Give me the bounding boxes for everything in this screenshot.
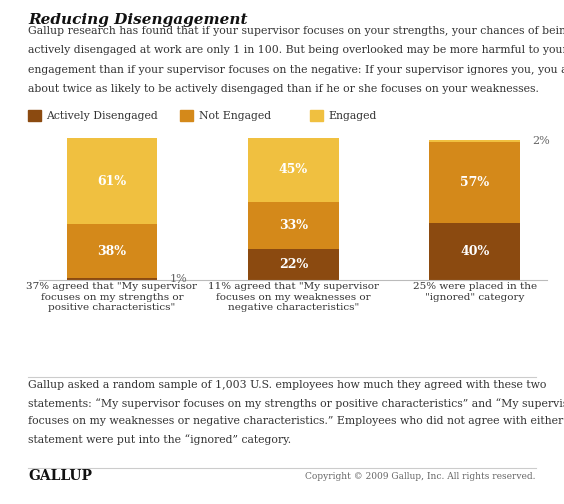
Text: statement were put into the “ignored” category.: statement were put into the “ignored” ca… — [28, 434, 292, 445]
Text: Not Engaged: Not Engaged — [199, 111, 271, 121]
Text: statements: “My supervisor focuses on my strengths or positive characteristics” : statements: “My supervisor focuses on my… — [28, 398, 564, 409]
Text: 45%: 45% — [279, 163, 308, 176]
Text: 38%: 38% — [98, 245, 126, 258]
Text: Actively Disengaged: Actively Disengaged — [46, 111, 158, 121]
Text: actively disengaged at work are only 1 in 100. But being overlooked may be more : actively disengaged at work are only 1 i… — [28, 45, 564, 55]
Bar — [67, 138, 157, 224]
Text: 2%: 2% — [532, 136, 550, 146]
Text: 11% agreed that "My supervisor
focuses on my weaknesses or
negative characterist: 11% agreed that "My supervisor focuses o… — [208, 282, 379, 312]
Bar — [248, 248, 338, 280]
Text: Reducing Disengagement: Reducing Disengagement — [28, 13, 248, 27]
Text: 33%: 33% — [279, 219, 308, 232]
Text: 57%: 57% — [460, 176, 489, 189]
Bar — [248, 202, 338, 248]
Text: 61%: 61% — [98, 175, 126, 188]
Text: 40%: 40% — [460, 245, 489, 258]
Text: Gallup asked a random sample of 1,003 U.S. employees how much they agreed with t: Gallup asked a random sample of 1,003 U.… — [28, 380, 547, 390]
Text: Copyright © 2009 Gallup, Inc. All rights reserved.: Copyright © 2009 Gallup, Inc. All rights… — [305, 472, 536, 481]
Bar — [429, 223, 520, 280]
Text: focuses on my weaknesses or negative characteristics.” Employees who did not agr: focuses on my weaknesses or negative cha… — [28, 416, 563, 426]
Bar — [67, 224, 157, 278]
Text: GALLUP: GALLUP — [28, 469, 92, 483]
Text: Gallup research has found that if your supervisor focuses on your strengths, you: Gallup research has found that if your s… — [28, 26, 564, 36]
Text: 25% were placed in the
"ignored" category: 25% were placed in the "ignored" categor… — [412, 282, 536, 301]
Bar — [429, 140, 520, 142]
Bar — [67, 278, 157, 280]
Text: engagement than if your supervisor focuses on the negative: If your supervisor i: engagement than if your supervisor focus… — [28, 65, 564, 75]
Text: 1%: 1% — [170, 274, 188, 284]
Text: 22%: 22% — [279, 258, 308, 271]
Bar — [429, 142, 520, 223]
Text: about twice as likely to be actively disengaged than if he or she focuses on you: about twice as likely to be actively dis… — [28, 84, 539, 94]
Text: 37% agreed that "My supervisor
focuses on my strengths or
positive characteristi: 37% agreed that "My supervisor focuses o… — [27, 282, 197, 312]
Bar — [248, 138, 338, 202]
Text: Engaged: Engaged — [328, 111, 377, 121]
